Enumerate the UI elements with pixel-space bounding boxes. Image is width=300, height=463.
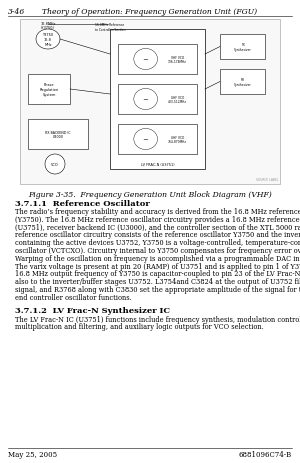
Text: multiplication and filtering, and auxiliary logic outputs for VCO selection.: multiplication and filtering, and auxili… [15,323,264,331]
Text: RX BACKEND IC
U3000: RX BACKEND IC U3000 [45,131,71,139]
Text: 3.7.1.1  Reference Oscillator: 3.7.1.1 Reference Oscillator [15,200,150,207]
Bar [20,20,280,185]
Text: Y3750
16.8
MHz: Y3750 16.8 MHz [42,33,54,46]
Text: 6881096C74-B: 6881096C74-B [239,450,292,458]
Text: UHF VCO
403-512MHz: UHF VCO 403-512MHz [168,95,187,104]
Bar [118,125,197,155]
Bar [110,30,205,169]
Text: UHF VCO
764-870MHz: UHF VCO 764-870MHz [168,135,187,144]
Ellipse shape [134,50,158,70]
Text: 16.8MHz Reference
to Controller/Section: 16.8MHz Reference to Controller/Section [95,23,125,31]
Text: TX
Synthesizer: TX Synthesizer [234,43,251,52]
Text: The radio’s frequency stability and accuracy is derived from the 16.8 MHz refere: The radio’s frequency stability and accu… [15,207,300,216]
Text: VHF VCO
136-174MHz: VHF VCO 136-174MHz [168,56,187,64]
Text: signal, and R3768 along with C3830 set the appropriate amplitude of the signal f: signal, and R3768 along with C3830 set t… [15,285,300,294]
Bar [28,120,88,150]
Text: ~: ~ [143,57,148,63]
Text: end controller oscillator functions.: end controller oscillator functions. [15,293,132,301]
Text: reference oscillator circuitry consists of the reference oscillator Y3750 and th: reference oscillator circuitry consists … [15,231,300,239]
Text: Phase
Regulation
System: Phase Regulation System [39,83,58,96]
Bar [28,75,70,105]
Text: May 25, 2005: May 25, 2005 [8,450,57,458]
Text: ~: ~ [143,97,148,103]
Bar [118,85,197,115]
Bar [118,45,197,75]
Bar [220,35,265,60]
Text: Warping of the oscillation on frequency is accomplished via a programmable DAC i: Warping of the oscillation on frequency … [15,254,300,262]
Text: VCO: VCO [51,163,59,167]
Text: Figure 3-35.  Frequency Generation Unit Block Diagram (VHF): Figure 3-35. Frequency Generation Unit B… [28,191,272,199]
Text: LV FRAC-N (U3751): LV FRAC-N (U3751) [141,163,174,167]
Ellipse shape [134,89,158,110]
Text: 16.8 MHz output frequency of Y3750 is capacitor-coupled to pin 23 of the LV Frac: 16.8 MHz output frequency of Y3750 is ca… [15,270,300,278]
Text: also to the inverter/buffer stages U3752. L3754and C3824 at the output of U3752 : also to the inverter/buffer stages U3752… [15,278,300,286]
Ellipse shape [134,129,158,150]
Ellipse shape [36,30,60,50]
Text: 3.7.1.2  LV Frac-N Synthesizer IC: 3.7.1.2 LV Frac-N Synthesizer IC [15,306,170,314]
Text: The LV Frac-N IC (U3751) functions include frequency synthesis, modulation contr: The LV Frac-N IC (U3751) functions inclu… [15,315,300,323]
Text: The varix voltage is present at pin 20 (RAMP) of U3751 and is applied to pin 1 o: The varix voltage is present at pin 20 (… [15,262,300,270]
Text: ~: ~ [143,137,148,143]
Bar [220,70,265,95]
Text: RX
Synthesizer: RX Synthesizer [234,78,251,87]
Ellipse shape [45,155,65,175]
Text: (Y3750). The 16.8 MHz reference oscillator circuitry provides a 16.8 MHz referen: (Y3750). The 16.8 MHz reference oscillat… [15,215,300,223]
Text: containing the active devices U3752, Y3750 is a voltage-controlled, temperature-: containing the active devices U3752, Y37… [15,239,300,247]
Text: 16.8MHz
(Y3750): 16.8MHz (Y3750) [40,22,56,30]
Text: oscillator (VCTCXO). Circuitry internal to Y3750 compensates for frequency error: oscillator (VCTCXO). Circuitry internal … [15,246,300,255]
Text: SOURCE LABEL: SOURCE LABEL [256,178,278,181]
Text: 3-46: 3-46 [8,8,25,16]
Text: Theory of Operation: Frequency Generation Unit (FGU): Theory of Operation: Frequency Generatio… [42,8,258,16]
Text: (U3751), receiver backend IC (U3000), and the controller section of the XTL 5000: (U3751), receiver backend IC (U3000), an… [15,223,300,231]
